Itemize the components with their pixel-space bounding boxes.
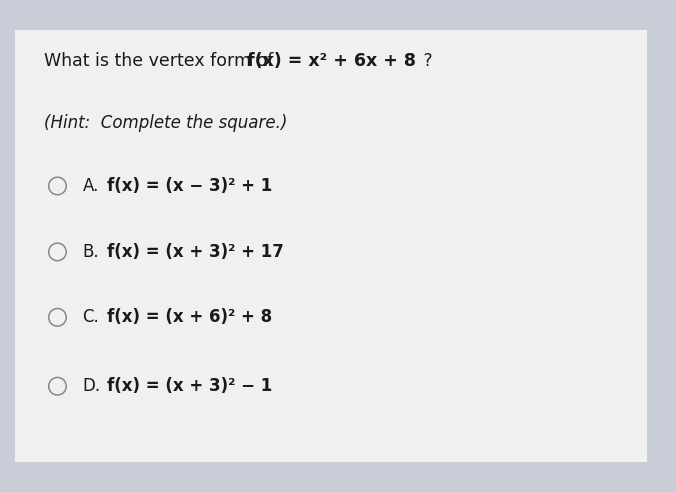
Text: f(x) = (x + 3)² + 17: f(x) = (x + 3)² + 17 [107, 243, 284, 261]
Text: ?: ? [418, 53, 433, 70]
Text: f(x) = x² + 6x + 8: f(x) = x² + 6x + 8 [247, 53, 416, 70]
Text: C.: C. [82, 308, 99, 326]
Text: A.: A. [82, 177, 99, 195]
Text: B.: B. [82, 243, 99, 261]
Text: (Hint:  Complete the square.): (Hint: Complete the square.) [44, 114, 287, 132]
Text: What is the vertex form of: What is the vertex form of [44, 53, 279, 70]
Text: f(x) = (x − 3)² + 1: f(x) = (x − 3)² + 1 [107, 177, 272, 195]
Text: D.: D. [82, 377, 101, 395]
Text: f(x) = (x + 3)² − 1: f(x) = (x + 3)² − 1 [107, 377, 272, 395]
Text: f(x) = (x + 6)² + 8: f(x) = (x + 6)² + 8 [107, 308, 272, 326]
